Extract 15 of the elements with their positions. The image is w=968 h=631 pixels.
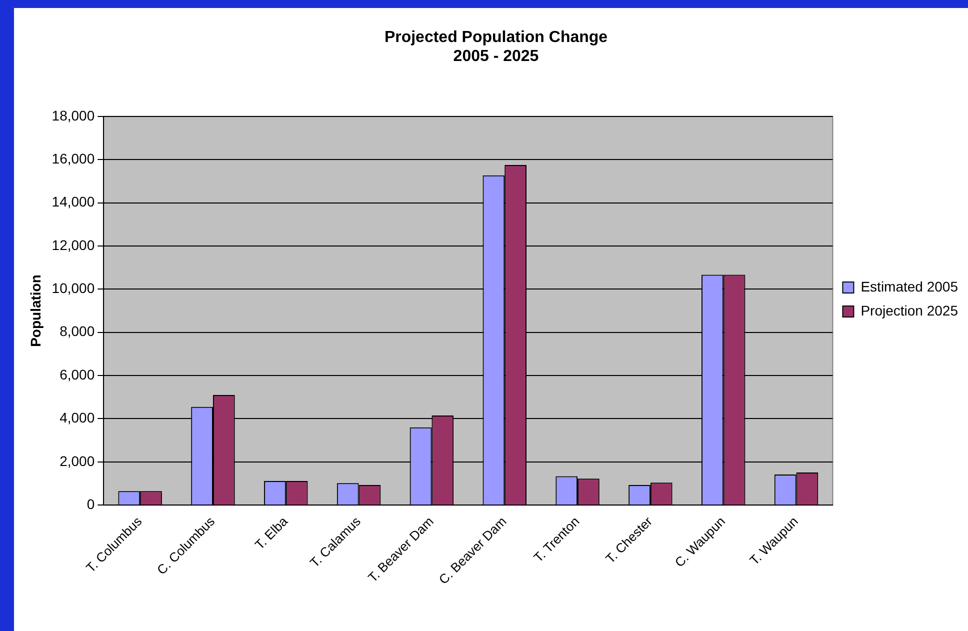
y-tick-label: 8,000 [60, 323, 95, 340]
x-tick-label: T. Elba [252, 513, 292, 552]
y-tick-label: 2,000 [60, 452, 95, 469]
y-tick-label: 10,000 [52, 280, 95, 296]
chart-title: Projected Population Change 2005 - 2025 [384, 29, 608, 66]
y-axis-title: Population [27, 274, 44, 347]
y-tick-label: 16,000 [52, 150, 95, 166]
y-tick-label: 6,000 [60, 366, 95, 382]
legend-label: Projection 2025 [860, 302, 958, 318]
y-tick-label: 4,000 [60, 410, 95, 426]
y-tick-label: 14,000 [52, 194, 95, 210]
y-tick-label: 18,000 [52, 107, 95, 124]
y-tick-label: 0 [86, 496, 95, 512]
legend-label: Estimated 2005 [860, 278, 958, 294]
y-tick-label: 12,000 [52, 236, 95, 253]
